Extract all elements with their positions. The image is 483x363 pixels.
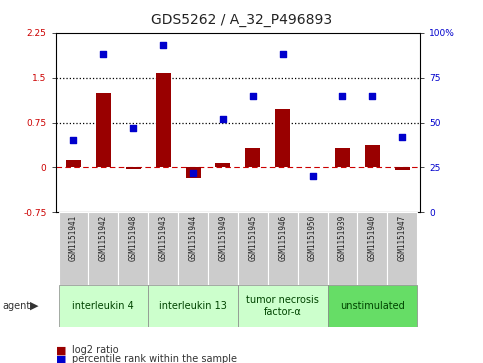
Bar [245,148,260,167]
Text: ■: ■ [56,354,66,363]
Bar [178,212,208,285]
Bar [238,212,268,285]
Text: tumor necrosis
factor-α: tumor necrosis factor-α [246,295,319,317]
Text: GSM1151942: GSM1151942 [99,215,108,261]
Bar [365,145,380,167]
Bar [126,167,141,169]
Text: GDS5262 / A_32_P496893: GDS5262 / A_32_P496893 [151,13,332,27]
Text: percentile rank within the sample: percentile rank within the sample [72,354,238,363]
Text: interleukin 4: interleukin 4 [72,301,134,311]
Point [129,125,137,131]
Text: GSM1151947: GSM1151947 [398,215,407,261]
Text: GSM1151939: GSM1151939 [338,215,347,261]
Bar [148,285,238,327]
Bar [96,93,111,167]
Bar [395,167,410,170]
Bar [66,160,81,167]
Bar [215,163,230,167]
Point [70,138,77,143]
Text: GSM1151946: GSM1151946 [278,215,287,261]
Point [369,93,376,98]
Point [309,174,316,179]
Text: ▶: ▶ [30,301,39,311]
Text: GSM1151943: GSM1151943 [158,215,168,261]
Point [279,51,286,57]
Bar [357,212,387,285]
Bar [118,212,148,285]
Point [189,170,197,176]
Point [398,134,406,140]
Bar [298,212,327,285]
Bar [387,212,417,285]
Text: GSM1151941: GSM1151941 [69,215,78,261]
Bar [275,109,290,167]
Bar [185,167,200,178]
Bar [58,285,148,327]
Point [99,51,107,57]
Text: GSM1151949: GSM1151949 [218,215,227,261]
Text: interleukin 13: interleukin 13 [159,301,227,311]
Text: ■: ■ [56,345,66,355]
Point [249,93,256,98]
Bar [327,212,357,285]
Bar [327,285,417,327]
Text: agent: agent [2,301,30,311]
Bar [156,73,170,167]
Point [219,116,227,122]
Text: GSM1151945: GSM1151945 [248,215,257,261]
Bar [208,212,238,285]
Text: unstimulated: unstimulated [340,301,405,311]
Bar [58,212,88,285]
Point [339,93,346,98]
Bar [335,148,350,167]
Text: GSM1151944: GSM1151944 [188,215,198,261]
Bar [268,212,298,285]
Text: GSM1151948: GSM1151948 [129,215,138,261]
Text: GSM1151940: GSM1151940 [368,215,377,261]
Bar [148,212,178,285]
Point [159,42,167,48]
Bar [88,212,118,285]
Text: log2 ratio: log2 ratio [72,345,119,355]
Text: GSM1151950: GSM1151950 [308,215,317,261]
Bar [238,285,327,327]
